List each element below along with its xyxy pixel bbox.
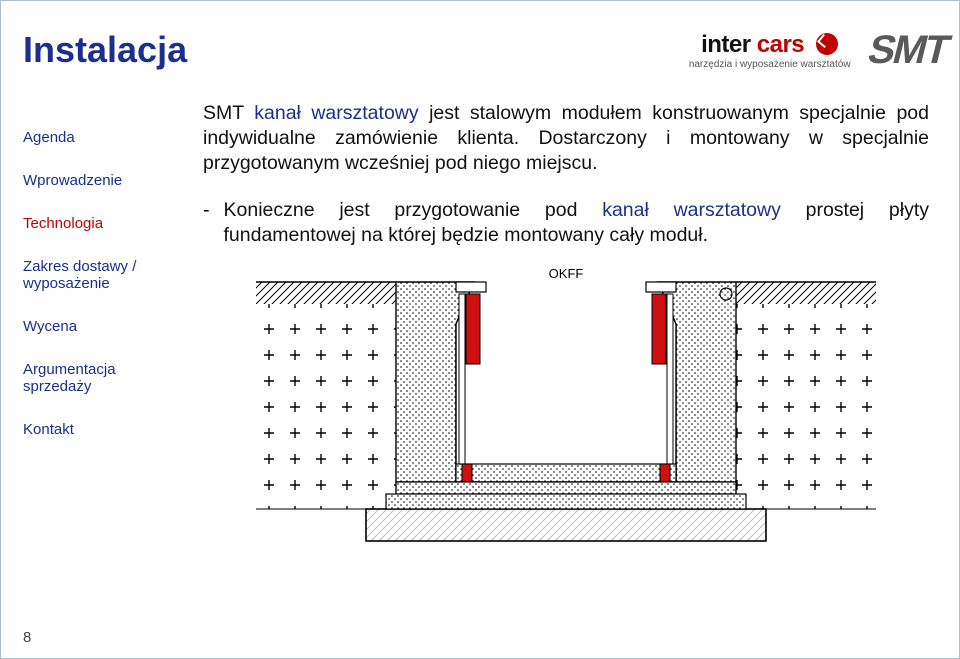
p2-keyword: kanał warsztatowy [602,199,781,221]
cross-section-svg: OKFF [256,264,876,554]
p1-text1: SMT [203,102,254,124]
sidebar-item-technologia[interactable]: Technologia [23,215,173,232]
cross-section-figure: OKFF [203,264,929,554]
intercars-dot-icon [816,33,838,55]
slide-page: Instalacja inter cars narzędzia i wyposa… [0,0,960,659]
intercars-logo-text: inter cars [689,31,851,59]
intercars-word1: inter [701,31,751,58]
intercars-tagline: narzędzia i wyposażenie warsztatów [689,59,851,70]
page-title: Instalacja [23,29,187,71]
sidebar-item-zakres[interactable]: Zakres dostawy / wyposażenie [23,258,173,292]
p2-text1: Konieczne jest przygotowanie pod [224,199,603,221]
sidebar-item-kontakt[interactable]: Kontakt [23,421,173,438]
smt-logo: SMT [863,28,953,73]
bullet-row: - Konieczne jest przygotowanie pod kanał… [203,198,929,258]
bullet-marker: - [203,198,210,258]
sidebar-item-agenda[interactable]: Agenda [23,129,173,146]
okff-label: OKFF [549,266,584,281]
agenda-sidebar: Agenda Wprowadzenie Technologia Zakres d… [23,129,173,464]
intercars-logo: inter cars narzędzia i wyposażenie warsz… [689,31,851,70]
sidebar-item-argumentacja[interactable]: Argumentacja sprzedaży [23,361,173,395]
header: Instalacja inter cars narzędzia i wyposa… [23,11,947,89]
intercars-word2: cars [757,31,804,58]
page-number: 8 [23,629,31,646]
p1-keyword: kanał warsztatowy [254,102,418,124]
paragraph-1: SMT kanał warsztatowy jest stalowym modu… [203,101,929,176]
main-content: SMT kanał warsztatowy jest stalowym modu… [203,101,929,554]
sidebar-item-wycena[interactable]: Wycena [23,318,173,335]
logo-group: inter cars narzędzia i wyposażenie warsz… [689,28,947,73]
paragraph-2: Konieczne jest przygotowanie pod kanał w… [224,198,930,248]
sidebar-item-wprowadzenie[interactable]: Wprowadzenie [23,172,173,189]
